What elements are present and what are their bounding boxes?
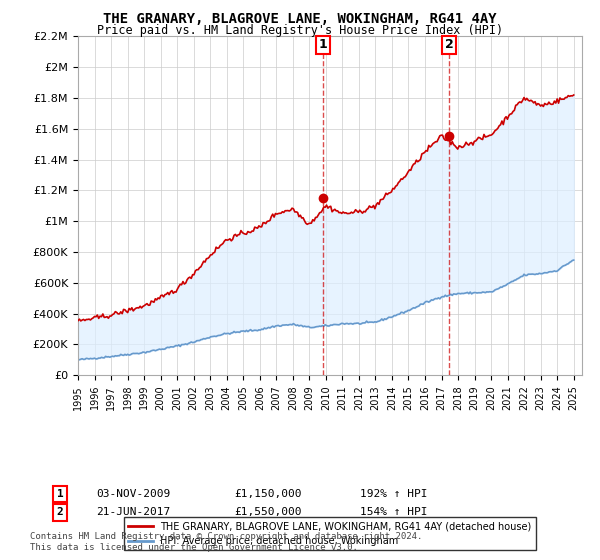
Legend: THE GRANARY, BLAGROVE LANE, WOKINGHAM, RG41 4AY (detached house), HPI: Average p: THE GRANARY, BLAGROVE LANE, WOKINGHAM, R… — [124, 517, 536, 550]
Text: 2: 2 — [56, 507, 64, 517]
Text: 192% ↑ HPI: 192% ↑ HPI — [360, 489, 427, 499]
Text: £1,150,000: £1,150,000 — [234, 489, 302, 499]
Text: 1: 1 — [56, 489, 64, 499]
Text: 03-NOV-2009: 03-NOV-2009 — [96, 489, 170, 499]
Text: THE GRANARY, BLAGROVE LANE, WOKINGHAM, RG41 4AY: THE GRANARY, BLAGROVE LANE, WOKINGHAM, R… — [103, 12, 497, 26]
Text: 154% ↑ HPI: 154% ↑ HPI — [360, 507, 427, 517]
Text: 2: 2 — [445, 38, 454, 51]
Text: Contains HM Land Registry data © Crown copyright and database right 2024.
This d: Contains HM Land Registry data © Crown c… — [30, 532, 422, 552]
Text: 21-JUN-2017: 21-JUN-2017 — [96, 507, 170, 517]
Text: 1: 1 — [319, 38, 328, 51]
Text: £1,550,000: £1,550,000 — [234, 507, 302, 517]
Text: Price paid vs. HM Land Registry's House Price Index (HPI): Price paid vs. HM Land Registry's House … — [97, 24, 503, 37]
